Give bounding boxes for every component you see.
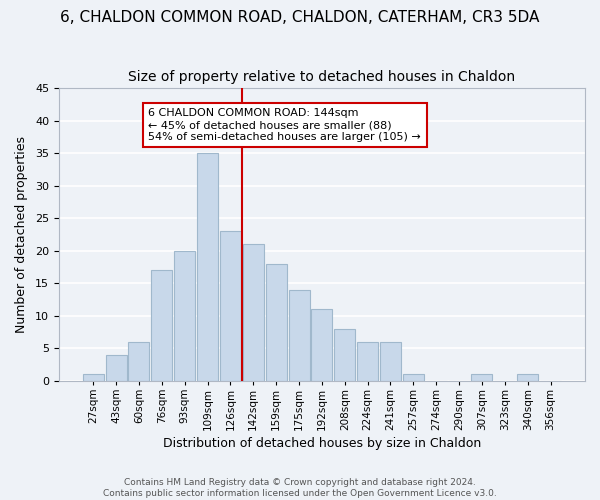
- Bar: [243, 244, 264, 381]
- Bar: [83, 374, 104, 381]
- X-axis label: Distribution of detached houses by size in Chaldon: Distribution of detached houses by size …: [163, 437, 481, 450]
- Title: Size of property relative to detached houses in Chaldon: Size of property relative to detached ho…: [128, 70, 515, 84]
- Bar: [472, 374, 493, 381]
- Bar: [311, 310, 332, 381]
- Bar: [517, 374, 538, 381]
- Text: Contains HM Land Registry data © Crown copyright and database right 2024.
Contai: Contains HM Land Registry data © Crown c…: [103, 478, 497, 498]
- Bar: [197, 153, 218, 381]
- Bar: [403, 374, 424, 381]
- Bar: [128, 342, 149, 381]
- Bar: [380, 342, 401, 381]
- Bar: [266, 264, 287, 381]
- Bar: [289, 290, 310, 381]
- Bar: [151, 270, 172, 381]
- Bar: [357, 342, 378, 381]
- Y-axis label: Number of detached properties: Number of detached properties: [15, 136, 28, 333]
- Bar: [334, 329, 355, 381]
- Bar: [174, 250, 195, 381]
- Text: 6, CHALDON COMMON ROAD, CHALDON, CATERHAM, CR3 5DA: 6, CHALDON COMMON ROAD, CHALDON, CATERHA…: [61, 10, 539, 25]
- Text: 6 CHALDON COMMON ROAD: 144sqm
← 45% of detached houses are smaller (88)
54% of s: 6 CHALDON COMMON ROAD: 144sqm ← 45% of d…: [148, 108, 421, 142]
- Bar: [106, 355, 127, 381]
- Bar: [220, 231, 241, 381]
